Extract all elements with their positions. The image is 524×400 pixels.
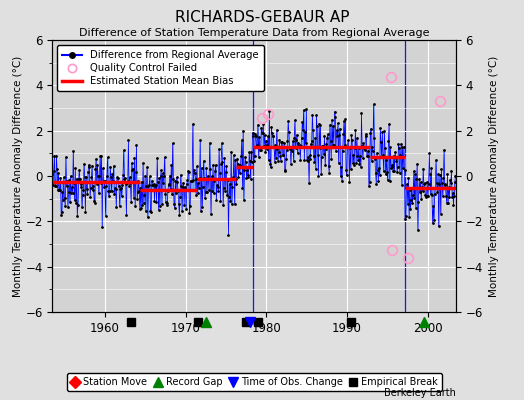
Legend: Difference from Regional Average, Quality Control Failed, Estimated Station Mean: Difference from Regional Average, Qualit… (58, 45, 264, 91)
Title: Difference of Station Temperature Data from Regional Average: Difference of Station Temperature Data f… (79, 28, 429, 38)
Text: Berkeley Earth: Berkeley Earth (384, 388, 456, 398)
Legend: Station Move, Record Gap, Time of Obs. Change, Empirical Break: Station Move, Record Gap, Time of Obs. C… (67, 373, 442, 391)
Text: RICHARDS-GEBAUR AP: RICHARDS-GEBAUR AP (174, 10, 350, 25)
Y-axis label: Monthly Temperature Anomaly Difference (°C): Monthly Temperature Anomaly Difference (… (488, 55, 498, 297)
Y-axis label: Monthly Temperature Anomaly Difference (°C): Monthly Temperature Anomaly Difference (… (13, 55, 23, 297)
